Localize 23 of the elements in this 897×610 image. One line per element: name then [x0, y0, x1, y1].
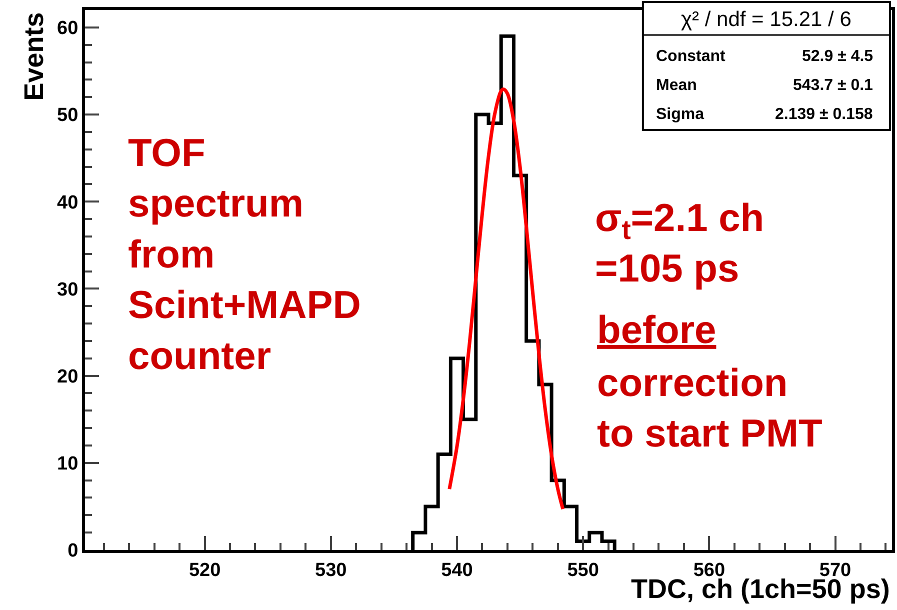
annotation: Sigma	[656, 106, 704, 123]
x-tick-label: 550	[567, 560, 599, 581]
y-tick-label: 0	[68, 540, 78, 562]
y-tick-label: 40	[57, 192, 78, 214]
annotation: Mean	[656, 77, 697, 94]
annotation: Constant	[656, 48, 726, 65]
annotation: χ² / ndf = 15.21 / 6	[681, 8, 852, 31]
y-axis-title: Events	[18, 12, 49, 101]
annotation: 543.7 ± 0.1	[793, 77, 874, 94]
x-tick-label: 530	[315, 560, 347, 581]
y-tick-label: 10	[57, 454, 78, 475]
line-series	[448, 88, 565, 511]
annotation: correction to start PMT	[597, 362, 823, 456]
y-tick-label: 60	[57, 18, 78, 40]
annotation: TOF spectrum from Scint+MAPD counter	[128, 132, 361, 378]
annotation: 2.139 ± 0.158	[775, 106, 873, 123]
y-tick-label: 30	[57, 279, 78, 300]
annotation: before	[597, 309, 716, 352]
x-tick-label: 540	[441, 560, 473, 581]
x-tick-label: 520	[188, 560, 221, 581]
annotation: 52.9 ± 4.5	[802, 48, 874, 65]
y-tick-label: 20	[57, 366, 78, 388]
y-tick-label: 50	[57, 105, 78, 126]
